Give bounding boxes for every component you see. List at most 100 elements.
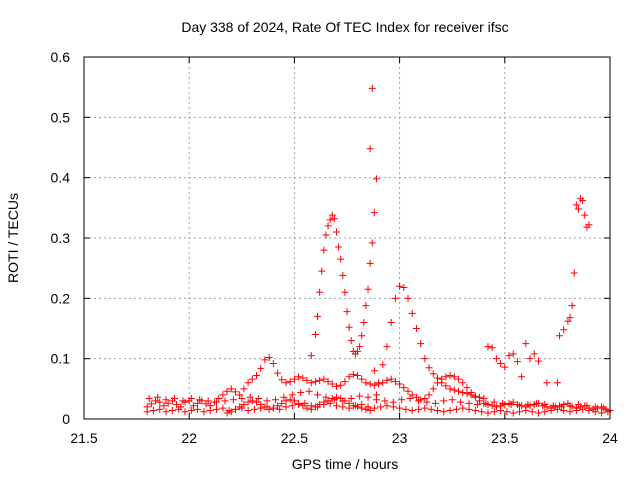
data-point: [366, 145, 374, 153]
data-point: [316, 288, 324, 296]
data-point: [598, 409, 606, 417]
data-point: [492, 403, 500, 411]
data-point: [330, 215, 338, 223]
data-point: [377, 403, 385, 411]
data-point: [572, 407, 580, 415]
data-point: [356, 343, 364, 351]
data-point: [362, 405, 370, 413]
data-point: [446, 385, 454, 393]
data-point: [381, 397, 389, 405]
data-point: [408, 391, 416, 399]
data-point: [299, 402, 307, 410]
y-tick-label: 0.4: [51, 170, 71, 186]
data-point: [560, 326, 568, 334]
data-point: [354, 372, 362, 380]
data-point: [345, 373, 353, 381]
data-point: [408, 309, 416, 317]
data-point: [541, 401, 549, 409]
data-point: [311, 378, 319, 386]
data-point: [152, 397, 160, 405]
data-point: [255, 394, 263, 402]
data-point: [457, 398, 465, 406]
data-point: [271, 396, 279, 404]
data-point: [337, 381, 345, 389]
data-point: [154, 393, 162, 401]
data-point: [366, 380, 374, 388]
data-point: [299, 374, 307, 382]
data-point: [391, 294, 399, 302]
data-point: [244, 379, 252, 387]
data-point: [404, 294, 412, 302]
data-point: [213, 398, 221, 406]
data-point: [372, 175, 380, 183]
data-point: [368, 84, 376, 92]
data-point: [196, 396, 204, 404]
data-point: [215, 394, 223, 402]
grid-layer: [84, 57, 610, 419]
data-point: [532, 399, 540, 407]
data-point: [189, 402, 197, 410]
data-point: [476, 393, 484, 401]
data-point: [425, 364, 433, 372]
data-point: [335, 243, 343, 251]
data-point: [162, 396, 170, 404]
data-point: [316, 401, 324, 409]
data-point: [379, 361, 387, 369]
data-point: [488, 402, 496, 410]
data-point: [244, 398, 252, 406]
data-point: [213, 405, 221, 413]
data-point: [236, 403, 244, 411]
data-point: [322, 231, 330, 239]
data-point: [295, 373, 303, 381]
data-point: [415, 405, 423, 413]
data-point: [391, 378, 399, 386]
data-point: [219, 404, 227, 412]
data-point: [221, 397, 229, 405]
data-point: [459, 404, 467, 412]
data-point: [570, 269, 578, 277]
data-point: [354, 403, 362, 411]
data-point: [566, 408, 574, 416]
data-point: [518, 373, 526, 381]
data-point: [341, 397, 349, 405]
data-point: [253, 398, 261, 406]
data-point: [450, 373, 458, 381]
data-point: [488, 344, 496, 352]
data-point: [156, 398, 164, 406]
data-point: [261, 403, 269, 411]
data-point: [236, 391, 244, 399]
data-point: [440, 397, 448, 405]
data-point: [564, 317, 572, 325]
data-point: [194, 405, 202, 413]
data-point: [332, 228, 340, 236]
data-point: [307, 405, 315, 413]
data-point: [492, 355, 500, 363]
data-point: [231, 388, 239, 396]
data-point: [547, 407, 555, 415]
data-point: [244, 407, 252, 415]
data-point: [341, 378, 349, 386]
data-point: [543, 379, 551, 387]
data-point: [400, 283, 408, 291]
data-point: [362, 379, 370, 387]
data-point: [227, 408, 235, 416]
data-point: [427, 405, 435, 413]
data-point: [396, 380, 404, 388]
data-point: [522, 407, 530, 415]
data-point: [349, 370, 357, 378]
data-point: [265, 353, 273, 361]
data-point: [581, 211, 589, 219]
data-point: [160, 402, 168, 410]
data-point: [387, 318, 395, 326]
data-point: [362, 302, 370, 310]
data-point: [303, 404, 311, 412]
data-point: [534, 357, 542, 365]
data-point: [389, 398, 397, 406]
data-point: [471, 392, 479, 400]
data-point: [497, 359, 505, 367]
data-point: [459, 379, 467, 387]
data-point: [440, 408, 448, 416]
data-point: [579, 405, 587, 413]
data-point: [314, 391, 322, 399]
data-point: [585, 407, 593, 415]
